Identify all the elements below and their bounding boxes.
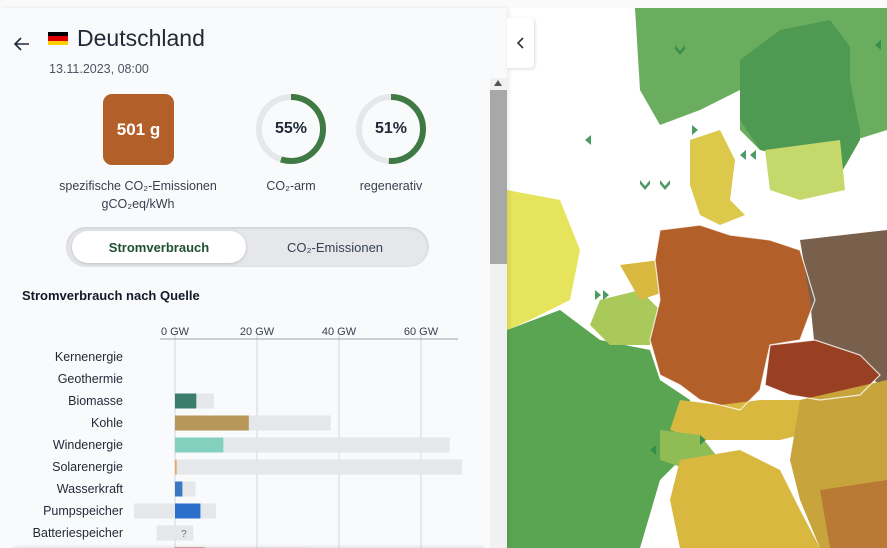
- flag-stripe: [48, 36, 68, 41]
- flag-icon: [48, 32, 68, 45]
- unknown-marker: ?: [181, 529, 187, 540]
- low-carbon-label: CO₂-arm: [266, 179, 316, 193]
- toggle-consumption[interactable]: Stromverbrauch: [72, 231, 246, 263]
- carbon-intensity-label-line1: spezifische CO₂-Emissionen: [59, 179, 217, 193]
- renewable-ring: [356, 94, 426, 164]
- production-bar: [175, 481, 183, 497]
- low-carbon-ring: [256, 94, 326, 164]
- capacity-bar-negative: [134, 503, 175, 519]
- capacity-bar: [175, 459, 462, 475]
- country-panel: Deutschland 13.11.2023, 08:00 501 g spez…: [0, 8, 507, 548]
- back-button[interactable]: [12, 34, 32, 54]
- category-label: Kernenergie: [55, 350, 123, 364]
- carbon-intensity-box: 501 g: [103, 94, 174, 165]
- production-bar: [175, 437, 224, 453]
- category-label: Batteriespeicher: [33, 526, 123, 540]
- capacity-bar: [175, 437, 450, 453]
- axis-tick-label: 40 GW: [322, 326, 357, 338]
- category-label: Wasserkraft: [57, 482, 124, 496]
- arrow-left-icon: [13, 37, 29, 51]
- category-label: Pumpspeicher: [43, 504, 123, 518]
- production-bar: [175, 415, 249, 431]
- scroll-thumb[interactable]: [490, 90, 507, 264]
- view-toggle: Stromverbrauch CO₂-Emissionen: [66, 227, 429, 267]
- category-label: Biomasse: [68, 394, 123, 408]
- flag-stripe: [48, 40, 68, 45]
- carbon-intensity-unit: gCO₂eq/kWh: [101, 197, 175, 211]
- flag-stripe: [48, 32, 68, 37]
- category-label: Geothermie: [58, 372, 123, 386]
- axis-tick-label: 0 GW: [161, 326, 190, 338]
- panel-scrollbar[interactable]: [490, 78, 507, 548]
- country-title: Deutschland: [77, 25, 205, 51]
- production-bar: [175, 459, 177, 475]
- collapse-panel-button[interactable]: [507, 18, 534, 68]
- axis-tick-label: 60 GW: [404, 326, 439, 338]
- capacity-bar: [175, 525, 194, 541]
- source-bar-chart: 0 GW 20 GW 40 GW 60 GW Kernenergie Geothermie…: [33, 326, 462, 548]
- top-bar: [0, 0, 887, 8]
- category-label: Solarenergie: [52, 460, 123, 474]
- production-bar: [175, 503, 201, 519]
- chart-title: Stromverbrauch nach Quelle: [22, 288, 200, 303]
- carbon-intensity-label: spezifische CO₂-Emissionen gCO₂eq/kWh: [40, 177, 236, 213]
- renewable-value: 51%: [374, 120, 408, 137]
- category-label: Kohle: [91, 416, 123, 430]
- production-bar: [175, 393, 197, 409]
- low-carbon-value: 55%: [274, 120, 308, 137]
- chevron-left-icon: [516, 37, 524, 49]
- category-label: Windenergie: [53, 438, 123, 452]
- toggle-emissions[interactable]: CO₂-Emissionen: [286, 239, 384, 255]
- datetime: 13.11.2023, 08:00: [49, 62, 149, 76]
- carbon-intensity-value: 501 g: [116, 119, 161, 139]
- scroll-up-arrow-icon[interactable]: [494, 80, 502, 86]
- axis-tick-label: 20 GW: [240, 326, 275, 338]
- capacity-bar-negative: [156, 525, 175, 541]
- renewable-label: regenerativ: [359, 179, 423, 193]
